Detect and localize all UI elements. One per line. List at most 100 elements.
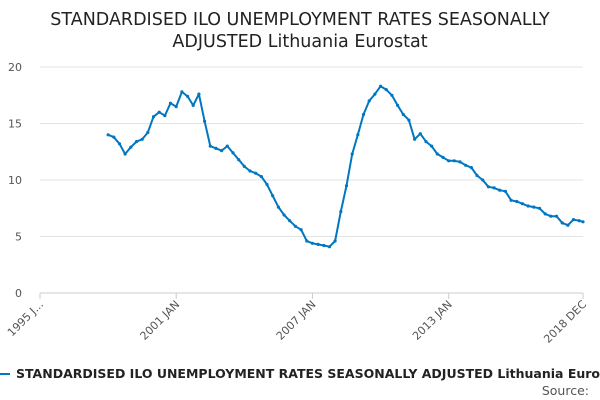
data-point[interactable] xyxy=(481,178,485,182)
data-point[interactable] xyxy=(503,189,507,193)
data-point[interactable] xyxy=(464,163,468,167)
data-point[interactable] xyxy=(492,186,496,190)
data-point[interactable] xyxy=(220,149,224,153)
series-layer xyxy=(106,84,585,249)
data-point[interactable] xyxy=(117,142,122,146)
y-tick-label: 15 xyxy=(8,118,22,131)
data-point[interactable] xyxy=(157,110,161,114)
data-point[interactable] xyxy=(186,94,190,98)
data-point[interactable] xyxy=(549,214,553,218)
data-point[interactable] xyxy=(197,92,201,96)
data-point[interactable] xyxy=(486,185,490,189)
data-point[interactable] xyxy=(418,132,422,136)
data-point[interactable] xyxy=(435,152,439,156)
data-point[interactable] xyxy=(475,173,479,178)
data-point[interactable] xyxy=(327,245,332,249)
data-point[interactable] xyxy=(146,130,150,135)
data-point[interactable] xyxy=(151,115,156,119)
data-point[interactable] xyxy=(106,133,110,137)
data-point[interactable] xyxy=(373,92,377,96)
y-tick-label: 5 xyxy=(15,231,22,244)
data-point[interactable] xyxy=(231,151,235,155)
data-point[interactable] xyxy=(537,206,542,210)
data-point[interactable] xyxy=(361,112,366,117)
x-axis: 1995 J... 2001 JAN 2007 JAN 2013 JAN 2018 DE… xyxy=(5,293,589,346)
series-line[interactable] xyxy=(107,85,584,248)
data-point[interactable] xyxy=(208,144,212,148)
data-point[interactable] xyxy=(276,205,280,209)
data-point[interactable] xyxy=(384,88,388,92)
data-point[interactable] xyxy=(339,210,343,214)
data-point[interactable] xyxy=(469,166,473,170)
data-point[interactable] xyxy=(322,243,326,248)
chart-title-line-1: STANDARDISED ILO UNEMPLOYMENT RATES SEAS… xyxy=(50,10,550,30)
data-point[interactable] xyxy=(554,214,559,218)
source-label: Source: xyxy=(542,383,589,398)
data-point[interactable] xyxy=(225,144,229,148)
data-point[interactable] xyxy=(498,188,502,192)
x-tick-label: 2001 JAN xyxy=(138,298,183,343)
data-point[interactable] xyxy=(532,205,536,209)
data-point[interactable] xyxy=(237,158,241,162)
data-point[interactable] xyxy=(305,239,309,243)
data-point[interactable] xyxy=(452,159,456,163)
data-point[interactable] xyxy=(180,90,184,94)
data-point[interactable] xyxy=(379,84,383,88)
data-point[interactable] xyxy=(520,202,525,206)
x-tick-label: 2013 JAN xyxy=(410,298,455,343)
legend[interactable]: STANDARDISED ILO UNEMPLOYMENT RATES SEAS… xyxy=(0,366,600,381)
data-point[interactable] xyxy=(526,204,530,208)
data-point[interactable] xyxy=(407,118,411,122)
data-point[interactable] xyxy=(123,152,127,156)
data-point[interactable] xyxy=(577,219,581,223)
data-point[interactable] xyxy=(356,133,360,137)
data-point[interactable] xyxy=(566,223,570,227)
data-point[interactable] xyxy=(333,239,337,243)
data-point[interactable] xyxy=(367,99,371,103)
data-point[interactable] xyxy=(248,169,252,173)
data-point[interactable] xyxy=(265,182,269,187)
data-point[interactable] xyxy=(254,171,258,175)
data-point[interactable] xyxy=(581,220,585,224)
data-point[interactable] xyxy=(140,137,144,141)
data-point[interactable] xyxy=(203,119,207,123)
data-point[interactable] xyxy=(163,114,167,118)
data-point[interactable] xyxy=(242,164,246,168)
data-point[interactable] xyxy=(271,194,275,198)
data-point[interactable] xyxy=(316,242,320,246)
data-point[interactable] xyxy=(168,101,173,105)
data-point[interactable] xyxy=(560,221,564,225)
data-point[interactable] xyxy=(299,228,303,232)
data-point[interactable] xyxy=(396,103,400,107)
data-point[interactable] xyxy=(214,146,218,150)
data-point[interactable] xyxy=(543,212,547,216)
data-point[interactable] xyxy=(430,144,434,148)
grid-layer xyxy=(40,66,583,294)
data-point[interactable] xyxy=(344,184,349,188)
data-point[interactable] xyxy=(447,159,451,163)
data-point[interactable] xyxy=(413,137,417,141)
data-point[interactable] xyxy=(424,140,428,144)
y-tick-label: 10 xyxy=(8,174,22,187)
data-point[interactable] xyxy=(441,155,445,159)
data-point[interactable] xyxy=(174,105,178,109)
data-point[interactable] xyxy=(350,152,354,156)
data-point[interactable] xyxy=(310,241,314,245)
data-point[interactable] xyxy=(288,219,292,223)
chart-title-line-2: ADJUSTED Lithuania Eurostat xyxy=(172,32,427,52)
data-point[interactable] xyxy=(509,198,513,202)
data-point[interactable] xyxy=(129,145,133,149)
data-point[interactable] xyxy=(259,175,263,179)
data-point[interactable] xyxy=(191,103,195,107)
data-point[interactable] xyxy=(390,93,394,97)
data-point[interactable] xyxy=(112,135,116,139)
data-point[interactable] xyxy=(458,160,462,164)
data-point[interactable] xyxy=(293,224,297,228)
legend-label: STANDARDISED ILO UNEMPLOYMENT RATES SEAS… xyxy=(16,366,600,381)
data-point[interactable] xyxy=(134,140,139,144)
data-point[interactable] xyxy=(515,199,519,204)
data-point[interactable] xyxy=(571,218,576,222)
data-point[interactable] xyxy=(401,112,405,117)
data-point[interactable] xyxy=(282,213,286,217)
